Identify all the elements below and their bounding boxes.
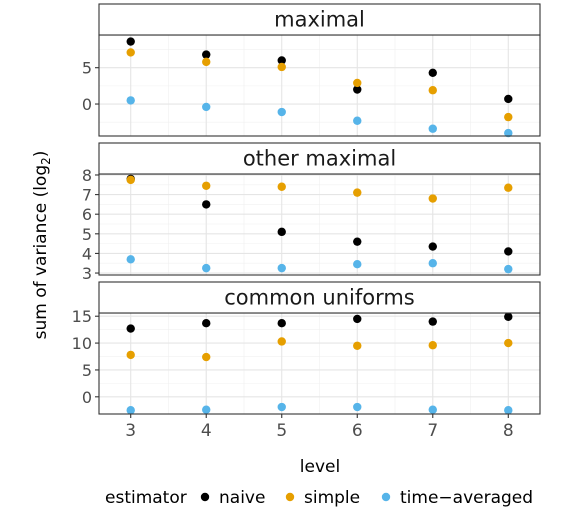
y-tick-label: 5 [82, 361, 92, 380]
y-tick-label: 0 [82, 95, 92, 114]
y-tick-label: 0 [82, 388, 92, 407]
strip-title: common uniforms [224, 286, 415, 310]
data-point-simple [353, 78, 362, 88]
strip-title: maximal [274, 8, 365, 32]
data-point-time-averaged [428, 405, 437, 414]
legend-label-2: simple [304, 488, 360, 508]
data-point-naive [202, 50, 211, 59]
x-tick-label: 4 [201, 421, 212, 441]
y-tick-label: 15 [72, 307, 92, 326]
data-point-naive [126, 37, 135, 46]
data-point-simple [126, 350, 135, 360]
data-point-naive [428, 242, 437, 251]
data-point-simple [353, 188, 362, 197]
legend-key-1 [200, 492, 210, 502]
y-tick-label: 5 [82, 59, 92, 78]
data-point-time-averaged [277, 263, 286, 273]
data-point-simple [353, 341, 362, 350]
data-point-naive [126, 324, 135, 333]
data-point-naive [277, 56, 286, 65]
data-point-simple [277, 182, 286, 191]
x-tick-label: 8 [503, 421, 514, 441]
y-axis-title-close: ) [31, 151, 51, 158]
data-point-simple [126, 48, 135, 57]
data-point-naive [353, 314, 362, 324]
data-point-simple [277, 337, 286, 346]
data-point-naive [202, 319, 211, 328]
data-point-time-averaged [353, 402, 362, 412]
x-tick-label: 3 [125, 421, 136, 441]
data-point-time-averaged [126, 406, 135, 415]
y-axis-title-main: sum of variance (log [31, 165, 51, 340]
data-point-time-averaged [202, 102, 211, 112]
data-point-simple [428, 341, 437, 350]
x-tick-label: 6 [352, 421, 363, 441]
data-point-simple [277, 62, 286, 72]
data-point-time-averaged [353, 116, 362, 125]
data-point-simple [504, 338, 513, 348]
data-point-simple [126, 175, 135, 185]
data-point-simple [504, 112, 513, 122]
data-point-naive [353, 85, 362, 94]
data-point-time-averaged [504, 128, 513, 138]
legend-key-3 [381, 492, 391, 502]
y-tick-label: 8 [82, 166, 92, 185]
data-point-naive [202, 200, 211, 209]
data-point-simple [504, 183, 513, 192]
y-tick-label: 6 [82, 205, 92, 224]
y-tick-label: 5 [82, 225, 92, 244]
y-axis-title: sum of variance (log2) [31, 151, 53, 340]
data-point-time-averaged [428, 124, 437, 133]
data-point-naive [428, 68, 437, 77]
legend-title: estimator [105, 488, 187, 508]
data-point-time-averaged [126, 255, 135, 264]
data-point-simple [202, 352, 211, 362]
y-tick-label: 3 [82, 264, 92, 283]
panel-3: common uniforms 0 5 10 15 [72, 281, 541, 415]
data-point-simple [428, 86, 437, 95]
data-point-time-averaged [504, 406, 513, 415]
data-point-time-averaged [277, 107, 286, 117]
x-tick-label: 7 [427, 421, 438, 441]
panel-1: maximal 0 5 [82, 3, 541, 138]
data-point-time-averaged [202, 263, 211, 273]
data-point-naive [504, 94, 513, 104]
x-tick-label: 5 [276, 421, 287, 441]
legend-label-3: time−averaged [400, 488, 533, 508]
y-tick-label: 7 [82, 186, 92, 205]
data-point-time-averaged [353, 260, 362, 269]
data-point-naive [504, 247, 513, 256]
strip-background [98, 281, 541, 314]
data-point-naive [504, 312, 513, 321]
strip-background [98, 142, 541, 175]
data-point-time-averaged [202, 405, 211, 414]
strip-title: other maximal [243, 147, 396, 171]
y-tick-label: 10 [72, 334, 92, 353]
data-point-simple [202, 57, 211, 67]
legend-label-1: naive [219, 488, 265, 508]
x-axis-title: level [300, 457, 340, 477]
legend-key-2 [285, 492, 295, 502]
data-point-simple [202, 181, 211, 190]
data-point-time-averaged [277, 402, 286, 412]
data-point-naive [353, 237, 362, 246]
data-point-time-averaged [504, 264, 513, 274]
data-point-naive [277, 319, 286, 328]
y-tick-label: 4 [82, 244, 92, 263]
data-point-naive [277, 227, 286, 237]
y-axis-title-subscript: 2 [39, 157, 53, 165]
data-point-simple [428, 194, 437, 203]
data-point-naive [428, 317, 437, 326]
data-point-time-averaged [428, 259, 437, 268]
strip-background [98, 3, 541, 36]
data-point-time-averaged [126, 96, 135, 105]
